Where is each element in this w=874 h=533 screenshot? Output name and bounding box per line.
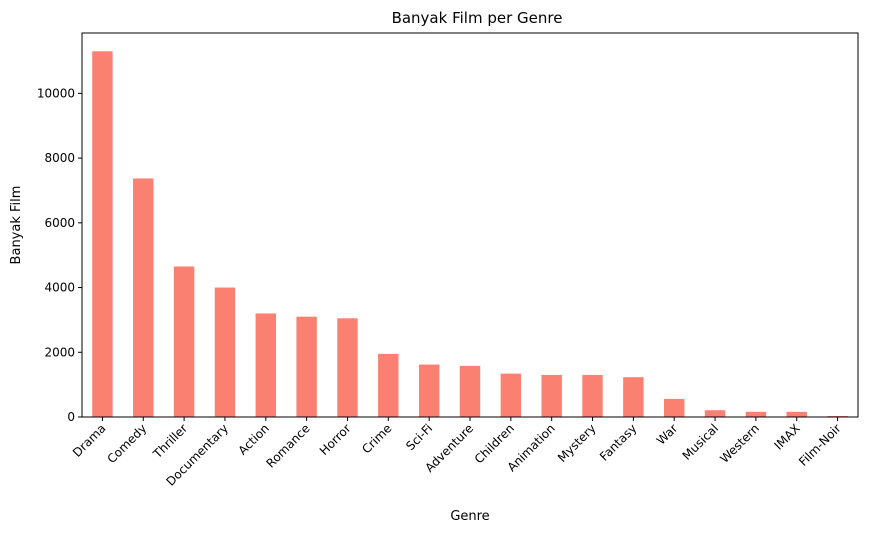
bar-adventure	[459, 365, 481, 417]
y-tick-label: 8000	[44, 151, 75, 165]
bar-sci-fi	[418, 364, 440, 417]
x-tick-label: Drama	[70, 421, 109, 460]
chart-title: Banyak Film per Genre	[392, 9, 563, 27]
bar-thriller	[173, 266, 195, 417]
x-tick-label: Romance	[263, 421, 312, 470]
bar-mystery	[582, 374, 603, 417]
x-tick-label: War	[654, 421, 680, 447]
y-axis-ticks: 0 2000 4000 6000 8000 10000	[37, 86, 82, 424]
x-axis-label: Genre	[450, 509, 489, 524]
x-tick-label: Sci-Fi	[403, 421, 435, 453]
y-tick-label: 10000	[37, 86, 75, 100]
x-tick-label: Musical	[680, 421, 722, 463]
bar-crime	[378, 353, 399, 417]
y-tick-label: 0	[67, 410, 75, 424]
bar-musical	[704, 410, 726, 417]
bar-war	[664, 398, 685, 417]
y-axis-label: Banyak Film	[9, 186, 24, 265]
x-tick-label: Comedy	[104, 421, 149, 466]
bar-fantasy	[623, 377, 644, 417]
bar-comedy	[133, 178, 154, 417]
x-tick-label: Film-Noir	[796, 421, 844, 469]
x-tick-label: Thriller	[150, 421, 190, 461]
bar-children	[500, 373, 522, 417]
bar-action	[255, 313, 276, 417]
bars-group	[92, 51, 848, 418]
plot-frame	[81, 32, 859, 418]
x-tick-label: Mystery	[555, 421, 599, 465]
y-tick-label: 4000	[44, 281, 75, 295]
x-tick-label: Fantasy	[597, 421, 640, 464]
bar-drama	[92, 51, 113, 418]
x-tick-label: Crime	[359, 421, 394, 456]
bar-documentary	[214, 287, 236, 417]
bar-horror	[337, 318, 358, 417]
bar-western	[745, 411, 767, 417]
bar-imax	[786, 411, 807, 417]
x-tick-label: Action	[235, 421, 271, 457]
y-tick-label: 2000	[44, 345, 75, 359]
x-tick-label: IMAX	[772, 421, 803, 452]
x-tick-label: Horror	[317, 421, 354, 458]
y-tick-label: 6000	[44, 216, 75, 230]
bar-animation	[541, 374, 562, 417]
bar-romance	[296, 316, 317, 417]
x-tick-label: Western	[717, 421, 762, 466]
